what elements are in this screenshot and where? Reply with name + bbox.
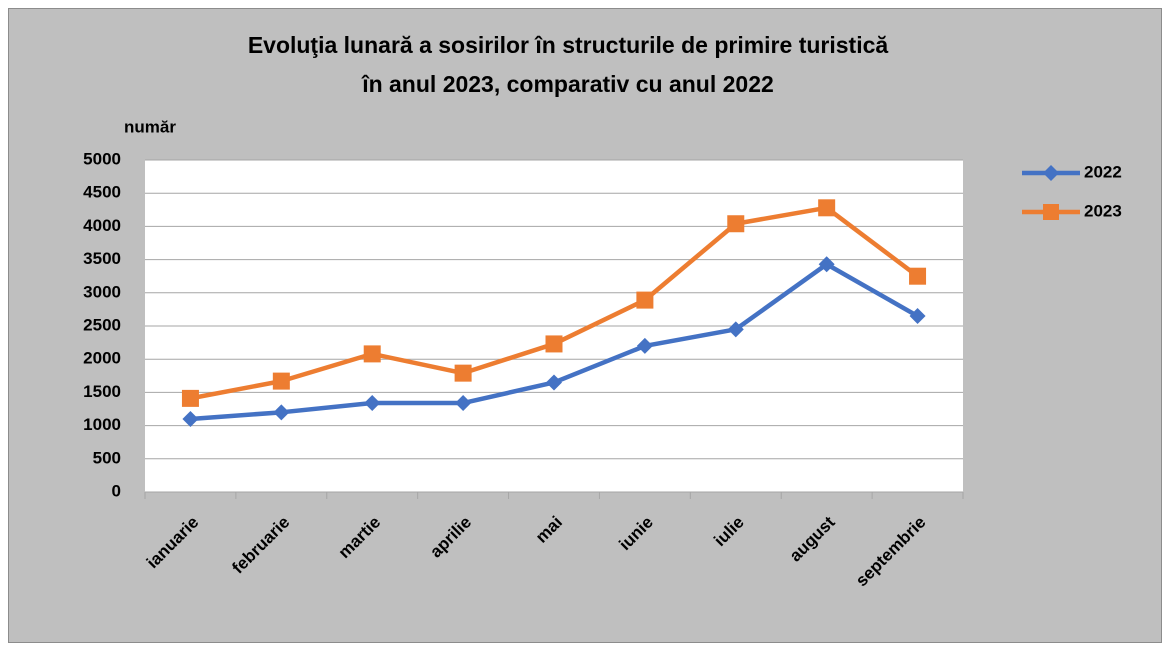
- chart-title: Evoluţia lunară a sosirilor în structuri…: [248, 32, 889, 58]
- data-point: [181, 389, 199, 407]
- chart-title: în anul 2023, comparativ cu anul 2022: [361, 71, 774, 97]
- data-point: [273, 404, 290, 421]
- y-tick-label: 3000: [83, 282, 121, 301]
- y-axis-label: număr: [124, 117, 176, 136]
- y-tick-label: 2000: [83, 349, 121, 368]
- data-point: [909, 267, 927, 285]
- data-point: [364, 395, 381, 412]
- data-point: [272, 372, 290, 390]
- y-tick-label: 1000: [83, 415, 121, 434]
- y-tick-label: 4000: [83, 216, 121, 235]
- data-point: [545, 335, 563, 353]
- data-point: [818, 256, 835, 273]
- data-point: [818, 199, 836, 217]
- data-point: [636, 291, 654, 309]
- legend-marker: [1043, 204, 1059, 220]
- y-tick-label: 4500: [83, 183, 121, 202]
- y-tick-label: 3500: [83, 249, 121, 268]
- data-point: [182, 410, 199, 427]
- data-point: [454, 364, 472, 382]
- data-point: [363, 345, 381, 363]
- data-point: [727, 215, 745, 233]
- legend-label: 2023: [1084, 201, 1122, 220]
- y-tick-label: 1500: [83, 382, 121, 401]
- y-tick-label: 0: [112, 481, 121, 500]
- data-point: [546, 374, 562, 391]
- y-tick-label: 500: [93, 448, 121, 467]
- data-point: [636, 337, 653, 354]
- data-point: [455, 395, 472, 412]
- legend-marker: [1043, 165, 1059, 181]
- legend-label: 2022: [1084, 162, 1122, 181]
- data-point: [909, 308, 926, 325]
- y-tick-label: 2500: [83, 315, 121, 334]
- data-point: [727, 321, 744, 338]
- y-tick-label: 5000: [83, 149, 121, 168]
